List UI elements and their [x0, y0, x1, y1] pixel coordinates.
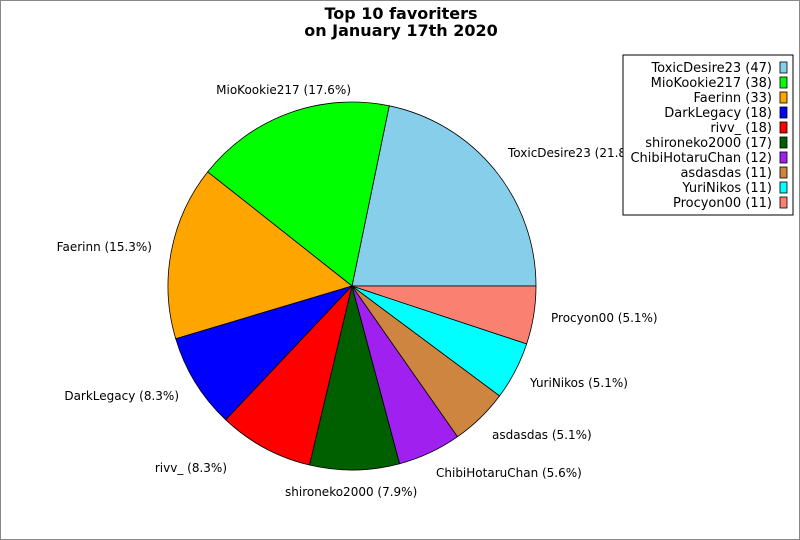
legend-label-asdasdas: asdasdas (11) [680, 166, 772, 181]
pie-slice-ToxicDesire23 [351, 105, 537, 287]
slice-label-Faerinn: Faerinn (15.3%) [57, 240, 152, 254]
slice-label-ChibiHotaruChan: ChibiHotaruChan (5.6%) [436, 466, 582, 480]
legend-box [622, 54, 794, 216]
slice-label-YuriNikos: YuriNikos (5.1%) [529, 376, 628, 390]
slice-label-shironeko2000: shironeko2000 (7.9%) [285, 485, 417, 499]
chart-title-line-2: on January 17th 2020 [304, 21, 498, 40]
slice-labels: ToxicDesire23 (21.8%) MioKookie217 (17.6%… [57, 83, 658, 499]
legend-label-ChibiHotaruChan: ChibiHotaruChan (12) [630, 151, 772, 166]
legend-label-shironeko2000: shironeko2000 (17) [645, 136, 772, 151]
slice-label-ToxicDesire23: ToxicDesire23 (21.8%) [507, 146, 642, 160]
legend-label-Faerinn: Faerinn (33) [693, 91, 772, 106]
pie-slice-Faerinn [167, 171, 353, 340]
legend-label-MioKookie217: MioKookie217 (38) [651, 76, 772, 91]
legend-label-YuriNikos: YuriNikos (11) [681, 181, 772, 196]
slice-label-rivv_: rivv_ (8.3%) [155, 461, 227, 475]
slice-label-MioKookie217: MioKookie217 (17.6%) [216, 83, 351, 97]
slice-label-DarkLegacy: DarkLegacy (8.3%) [64, 389, 179, 403]
legend-swatch-MioKookie217 [779, 76, 788, 89]
pie-slice-shironeko2000 [309, 285, 401, 471]
pie-slice-DarkLegacy [175, 285, 354, 421]
pie-slice-Procyon00 [351, 285, 537, 345]
legend-swatch-YuriNikos [779, 181, 788, 194]
pie-slice-MioKookie217 [207, 101, 390, 287]
legend: ToxicDesire23 (47)MioKookie217 (38)Faeri… [622, 54, 794, 216]
legend-label-Procyon00: Procyon00 (11) [673, 196, 772, 211]
legend-label-DarkLegacy: DarkLegacy (18) [664, 106, 772, 121]
legend-swatch-DarkLegacy [779, 106, 788, 119]
slices [167, 101, 537, 471]
legend-label-rivv_: rivv_ (18) [710, 121, 772, 136]
legend-swatch-Faerinn [779, 91, 788, 104]
chart-title-line-1: Top 10 favoriters [324, 4, 477, 23]
slice-label-Procyon00: Procyon00 (5.1%) [551, 311, 658, 325]
pie-slice-rivv_ [225, 284, 353, 466]
legend-swatch-Procyon00 [779, 196, 788, 209]
legend-swatch-asdasdas [779, 166, 788, 179]
legend-label-ToxicDesire23: ToxicDesire23 (47) [650, 61, 772, 76]
slice-label-asdasdas: asdasdas (5.1%) [492, 428, 592, 442]
legend-swatch-shironeko2000 [779, 136, 788, 149]
legend-swatch-ToxicDesire23 [779, 61, 788, 74]
legend-swatch-rivv_ [779, 121, 788, 134]
legend-swatch-ChibiHotaruChan [779, 151, 788, 164]
